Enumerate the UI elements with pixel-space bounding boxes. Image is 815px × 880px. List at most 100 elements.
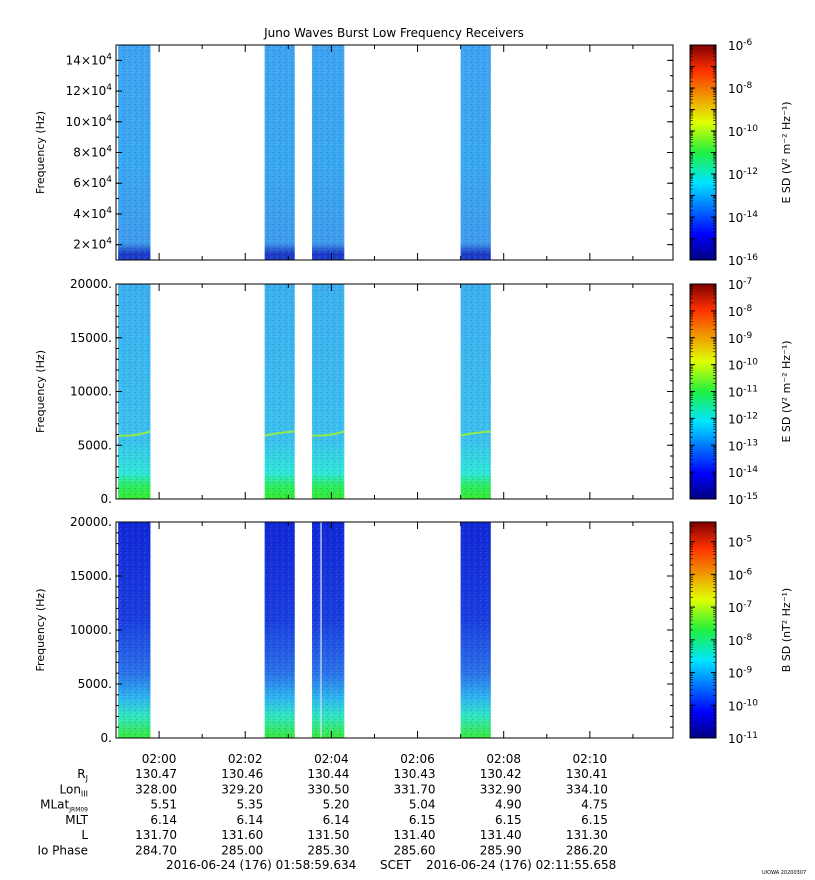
burst-texture (312, 284, 345, 499)
ephemeris-value: 330.50 (307, 782, 349, 796)
burst-texture (264, 284, 295, 499)
colorbar-tick-label: 10-5 (728, 535, 752, 550)
y-tick-label: 5000. (78, 438, 112, 452)
colorbar-tick-label: 10-11 (728, 385, 758, 400)
burst-texture (312, 45, 345, 260)
y-tick-label: 6×104 (73, 175, 112, 190)
y-tick-label: 5000. (78, 677, 112, 691)
plot-frame (115, 44, 674, 261)
y-tick-label: 15000. (70, 331, 112, 345)
time-tick-label: 02:02 (228, 752, 263, 766)
time-tick-label: 02:00 (142, 752, 177, 766)
ephemeris-value: 5.20 (323, 798, 350, 812)
colorbar-tick-label: 10-13 (728, 438, 758, 453)
ephemeris-value: 5.51 (150, 798, 177, 812)
colorbar-tick-label: 10-10 (728, 358, 758, 373)
y-axis-label: Frequency (Hz) (34, 589, 47, 672)
y-tick-label: 14×104 (66, 52, 113, 67)
ephemeris-value: 332.90 (480, 782, 522, 796)
ephemeris-value: 6.15 (581, 813, 608, 827)
y-tick-label: 0. (101, 731, 112, 745)
y-tick-label: 10000. (70, 623, 112, 637)
colorbar-tick-label: 10-15 (728, 492, 758, 507)
scet-label: SCET (380, 858, 412, 872)
ephemeris-row-label: L (81, 828, 88, 842)
colorbar-tick-label: 10-6 (728, 38, 753, 53)
colorbar-tick-label: 10-8 (728, 81, 753, 96)
colorbar-tick-label: 10-9 (728, 331, 753, 346)
y-tick-label: 8×104 (73, 145, 112, 160)
ephemeris-value: 285.90 (480, 844, 522, 858)
y-tick-label: 20000. (70, 515, 112, 529)
ephemeris-value: 131.40 (480, 828, 522, 842)
colorbar-tick-label: 10-12 (728, 411, 758, 426)
burst-texture (264, 522, 295, 738)
colorbar-label: E SD (V² m⁻² Hz⁻¹) (780, 340, 793, 442)
colorbar-tick-label: 10-6 (728, 567, 753, 582)
ephemeris-value: 130.42 (480, 767, 522, 781)
ephemeris-value: 130.47 (135, 767, 177, 781)
ephemeris-value: 131.40 (394, 828, 436, 842)
ephemeris-value: 6.14 (150, 813, 177, 827)
y-tick-label: 4×104 (73, 206, 112, 221)
y-tick-label: 12×104 (66, 83, 113, 98)
ephemeris-value: 285.60 (394, 844, 436, 858)
ephemeris-value: 285.00 (221, 844, 263, 858)
colorbar-tick-label: 10-12 (728, 167, 758, 182)
ephemeris-row-label: MLT (65, 813, 88, 827)
ephemeris-value: 286.20 (566, 844, 608, 858)
ephemeris-value: 6.15 (409, 813, 436, 827)
colorbar-label: E SD (V² m⁻² Hz⁻¹) (780, 101, 793, 203)
ephemeris-value: 334.10 (566, 782, 608, 796)
colorbar-tick-label: 10-16 (728, 253, 758, 268)
ephemeris-value: 6.15 (495, 813, 522, 827)
colorbar-tick-label: 10-11 (728, 731, 758, 746)
ephemeris-value: 130.46 (221, 767, 263, 781)
y-tick-label: 0. (101, 492, 112, 506)
burst-texture (264, 45, 295, 260)
emission-line (311, 430, 345, 437)
end-time-label: 2016-06-24 (176) 02:11:55.658 (426, 858, 616, 872)
ephemeris-row-label: MLatJRM09 (40, 798, 88, 814)
y-tick-label: 20000. (70, 277, 112, 291)
time-tick-label: 02:04 (314, 752, 349, 766)
emission-line (264, 430, 295, 437)
ephemeris-value: 5.35 (237, 798, 264, 812)
emission-line (460, 430, 491, 437)
colorbar-tick-label: 10-8 (728, 633, 753, 648)
time-tick-label: 02:06 (400, 752, 435, 766)
credit-label: UIOWA 20200307 (762, 870, 806, 876)
y-axis-label: Frequency (Hz) (34, 111, 47, 194)
ephemeris-value: 131.30 (566, 828, 608, 842)
ephemeris-value: 6.14 (323, 813, 350, 827)
ephemeris-value: 130.44 (307, 767, 349, 781)
chart-title: Juno Waves Burst Low Frequency Receivers (263, 26, 524, 40)
ephemeris-value: 284.70 (135, 844, 177, 858)
ephemeris-value: 130.41 (566, 767, 608, 781)
y-tick-label: 10×104 (66, 114, 113, 129)
y-axis-label: Frequency (Hz) (34, 350, 47, 433)
ephemeris-value: 130.43 (394, 767, 436, 781)
ephemeris-value: 6.14 (237, 813, 264, 827)
plot-frame (115, 521, 674, 739)
ephemeris-value: 131.70 (135, 828, 177, 842)
panel-2: 0. 5000. 10000. 15000. 20000. Frequency (Hz) 1… (34, 277, 793, 507)
colorbar-tick-label: 10-10 (728, 124, 758, 139)
colorbar-tick-label: 10-10 (728, 698, 758, 713)
burst-texture (118, 284, 151, 499)
burst-texture (118, 522, 151, 738)
ephemeris-value: 4.75 (581, 798, 608, 812)
colorbar (690, 522, 716, 738)
burst-texture (118, 45, 151, 260)
colorbar-tick-label: 10-8 (728, 304, 753, 319)
colorbar-tick-label: 10-14 (728, 465, 758, 480)
colorbar-tick-label: 10-14 (728, 210, 758, 225)
y-tick-label: 10000. (70, 385, 112, 399)
ephemeris-row-label: RJ (77, 767, 88, 783)
burst-texture (460, 284, 491, 499)
ephemeris-row-label: Io Phase (37, 844, 88, 858)
ephemeris-value: 331.70 (394, 782, 436, 796)
burst-texture (312, 522, 345, 738)
ephemeris-value: 131.50 (307, 828, 349, 842)
